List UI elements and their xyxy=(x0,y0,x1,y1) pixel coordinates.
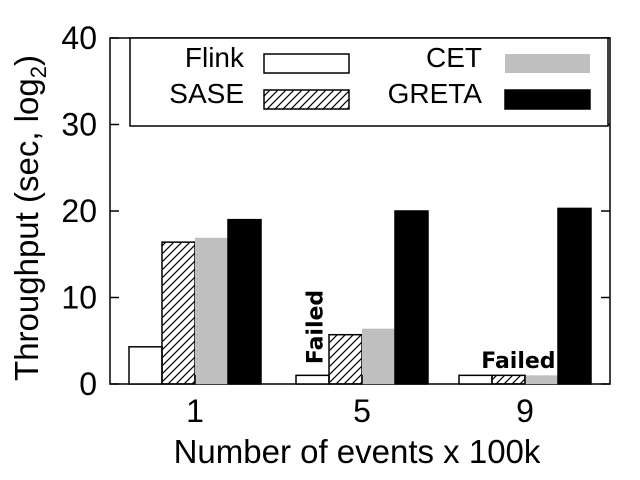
x-tick-label: 5 xyxy=(353,393,371,429)
legend-swatch-cet xyxy=(505,54,590,73)
x-tick-label: 1 xyxy=(186,393,204,429)
legend-swatch-flink xyxy=(263,53,350,74)
legend-swatch-greta xyxy=(504,89,591,110)
y-tick-label: 20 xyxy=(61,193,97,229)
bar-greta-9 xyxy=(557,207,592,385)
bar-flink-1 xyxy=(128,346,163,385)
legend: Flink SASE CET GRETA xyxy=(129,37,609,127)
legend-swatch-sase xyxy=(263,89,350,110)
bar-greta-5 xyxy=(394,210,429,385)
y-axis-label-subscript: 2 xyxy=(26,66,51,78)
x-axis-ticks: 1 5 9 xyxy=(186,38,534,429)
bar-sase-9 xyxy=(491,374,526,385)
y-axis-label-main: Throughput (sec, log xyxy=(8,78,45,381)
bars-group xyxy=(128,207,592,385)
failed-annotation: Failed xyxy=(481,349,555,374)
annotations-group: Failed Failed xyxy=(304,290,556,374)
failed-annotation: Failed xyxy=(304,290,329,364)
legend-label-flink: Flink xyxy=(185,42,245,73)
legend-label-sase: SASE xyxy=(169,78,244,109)
y-tick-label: 0 xyxy=(79,366,97,402)
y-tick-label: 40 xyxy=(61,20,97,56)
y-axis-label: Throughput (sec, log2) xyxy=(8,55,51,381)
y-tick-label: 30 xyxy=(61,107,97,143)
bar-cet-1 xyxy=(195,237,228,384)
bar-cet-9 xyxy=(525,375,558,384)
legend-label-cet: CET xyxy=(426,42,482,73)
x-tick-label: 9 xyxy=(516,393,534,429)
y-axis-label-close: ) xyxy=(8,55,45,66)
bar-greta-1 xyxy=(227,218,262,385)
y-axis-ticks: 0 10 20 30 40 xyxy=(61,20,610,402)
bar-sase-1 xyxy=(161,241,196,385)
legend-box xyxy=(129,37,609,127)
bar-flink-9 xyxy=(458,374,493,385)
y-tick-label: 10 xyxy=(61,280,97,316)
bar-cet-5 xyxy=(362,328,395,384)
bar-sase-5 xyxy=(328,333,363,385)
legend-label-greta: GRETA xyxy=(388,78,483,109)
x-axis-label: Number of events x 100k xyxy=(174,433,541,470)
bar-flink-5 xyxy=(295,374,330,385)
